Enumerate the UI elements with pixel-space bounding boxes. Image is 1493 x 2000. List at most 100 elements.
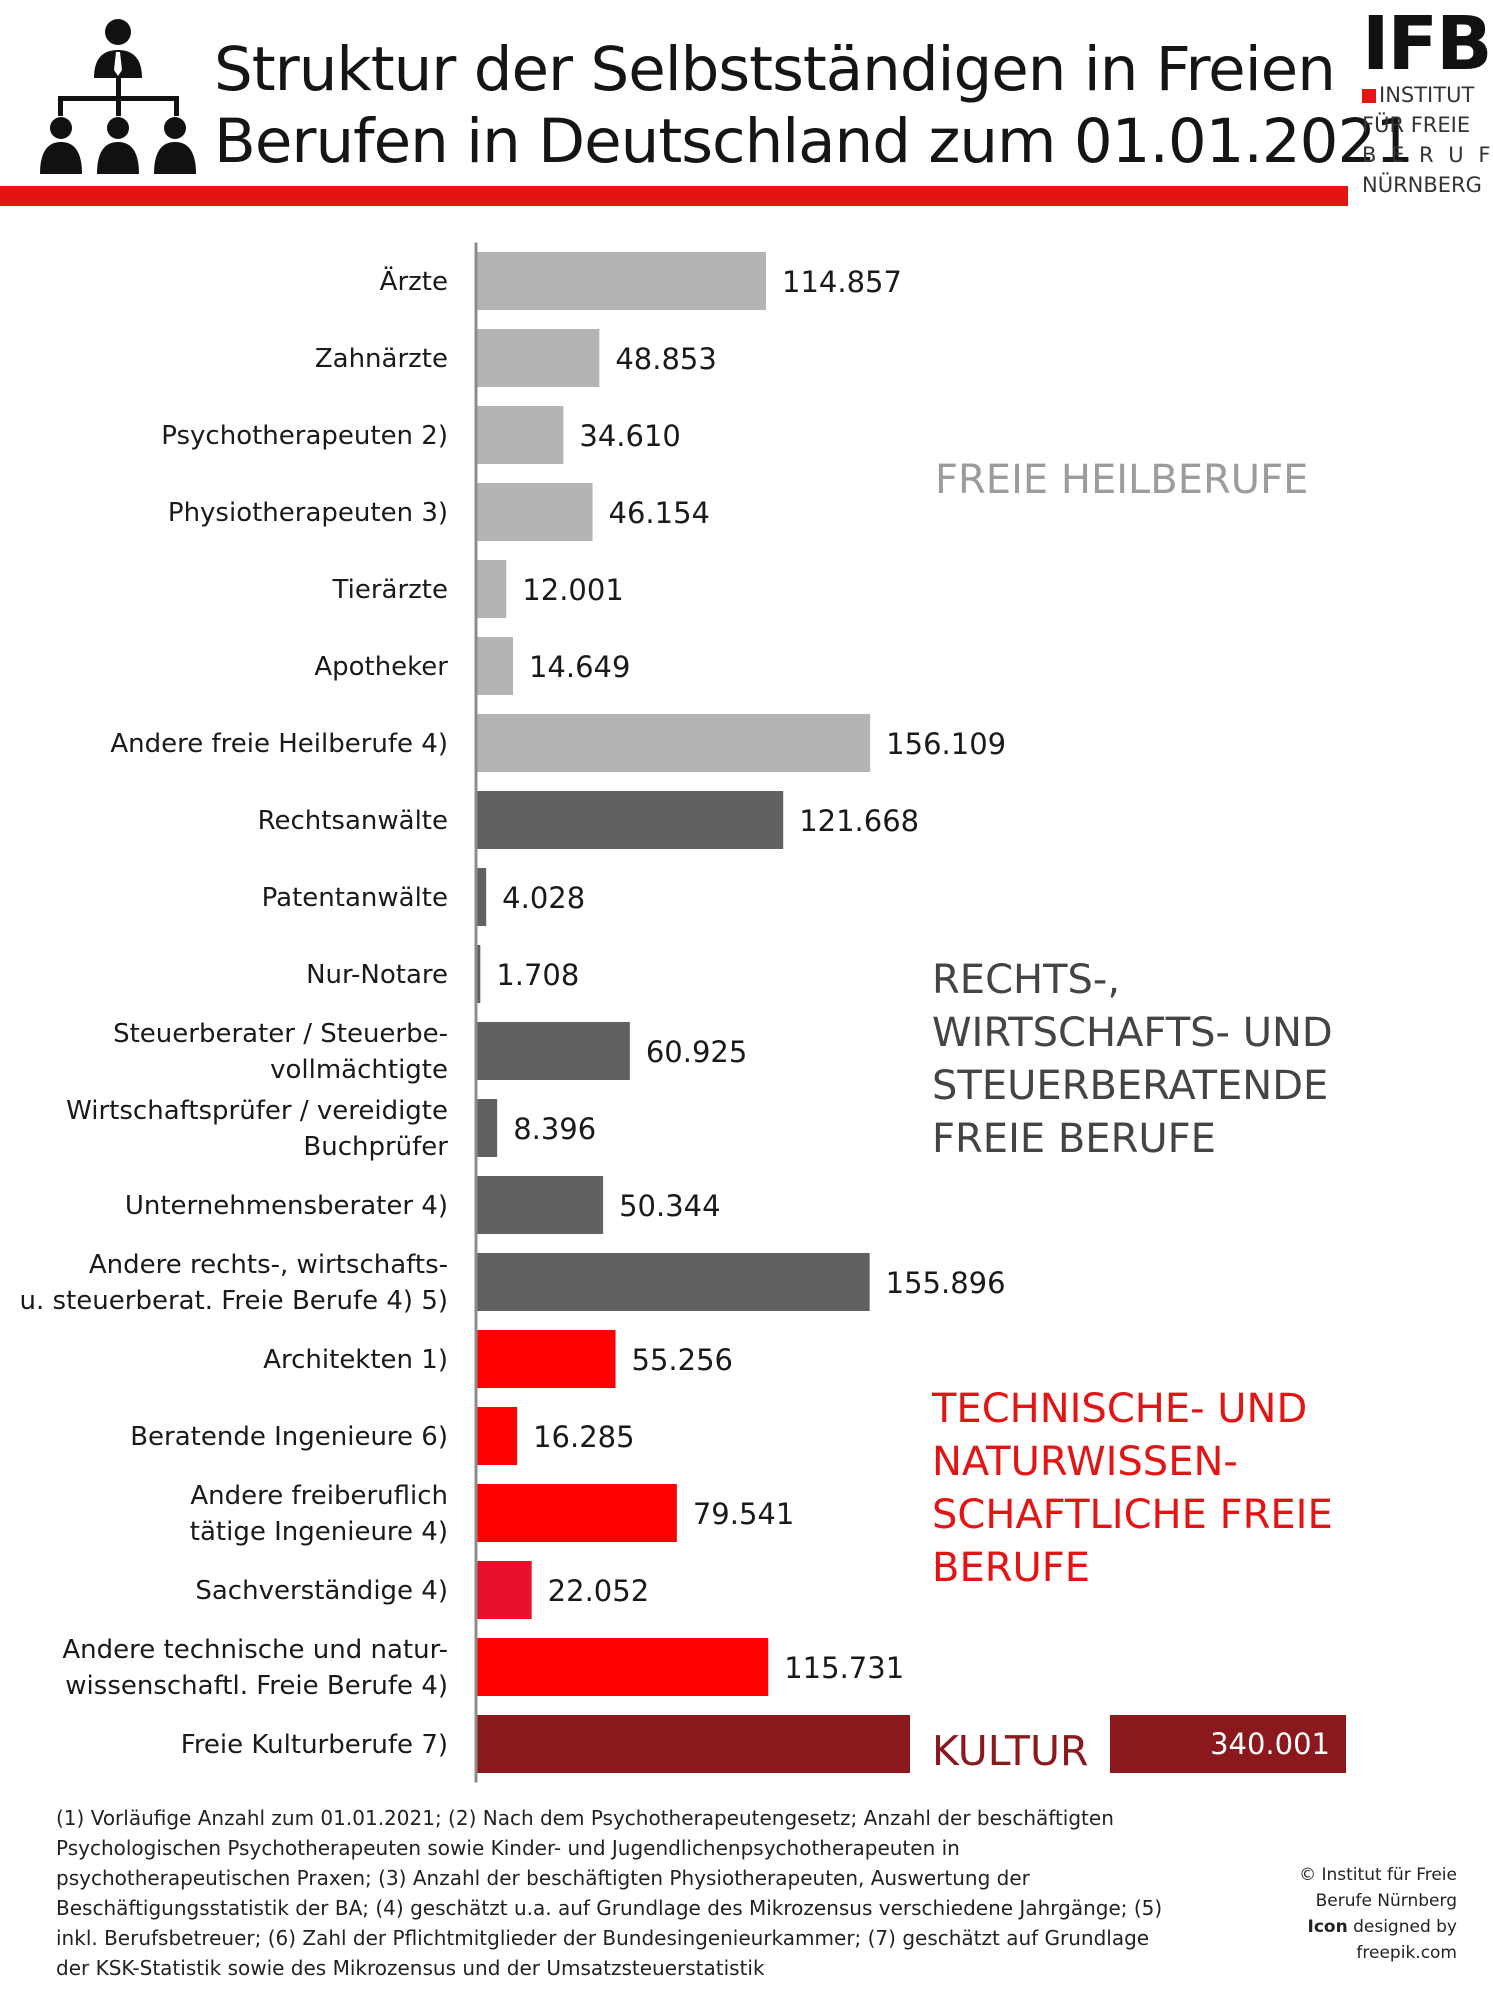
- head-left-icon: [50, 117, 72, 139]
- logo-line-1: INSTITUT: [1362, 80, 1490, 110]
- credits-line-2: Berufe Nürnberg: [1315, 1891, 1457, 1911]
- category-label-line: Sachverständige 4): [195, 1576, 448, 1606]
- value-label: 79.541: [693, 1497, 794, 1531]
- category-label-line: Zahnärzte: [315, 344, 448, 374]
- value-label: 50.344: [619, 1189, 720, 1223]
- logo-line-4: NÜRNBERG: [1362, 173, 1482, 197]
- value-label: 46.154: [609, 496, 710, 530]
- footnote-line: Beschäftigungsstatistik der BA; (4) gesc…: [56, 1896, 1163, 1920]
- category-label: Wirtschaftsprüfer / vereidigte Buchprüfer: [66, 1096, 448, 1162]
- group-label-line: FREIE HEILBERUFE: [935, 457, 1308, 503]
- bar: [476, 1561, 532, 1619]
- group-label-line: SCHAFTLICHE FREIE: [932, 1492, 1333, 1538]
- logo-line-1-text: INSTITUT: [1379, 83, 1475, 107]
- group-label-line: WIRTSCHAFTS- UND: [932, 1010, 1333, 1056]
- head-top-icon: [105, 19, 131, 45]
- category-label: Beratende Ingenieure 6): [130, 1422, 448, 1452]
- group-label-line: KULTUR: [932, 1727, 1089, 1775]
- category-label-line: Unternehmensberater 4): [125, 1191, 448, 1221]
- category-label-line: Beratende Ingenieure 6): [130, 1422, 448, 1452]
- group-label-kultur: KULTUR: [932, 1727, 1089, 1775]
- logo-red-square-icon: [1362, 89, 1376, 103]
- group-label-line: BERUFE: [932, 1545, 1090, 1591]
- value-label: 16.285: [533, 1420, 634, 1454]
- bar: [476, 483, 593, 541]
- category-label: Sachverständige 4): [195, 1576, 448, 1606]
- organization-hierarchy-icon: [40, 19, 196, 174]
- logo-line-2: FÜR FREIE: [1362, 113, 1471, 137]
- category-label-line: Steuerberater / Steuerbe-: [113, 1019, 448, 1049]
- bar: [476, 637, 513, 695]
- ifb-logo: IFB INSTITUT FÜR FREIE B E R U F E NÜRNB…: [1362, 7, 1493, 208]
- head-mid-icon: [107, 117, 129, 139]
- category-label: Andere freie Heilberufe 4): [110, 729, 448, 759]
- bar-continuation: [1110, 1715, 1346, 1773]
- value-label: 340.001: [1210, 1727, 1330, 1761]
- value-label: 114.857: [782, 265, 902, 299]
- value-label: 12.001: [522, 573, 623, 607]
- value-label: 22.052: [548, 1574, 649, 1608]
- bar: [476, 252, 767, 310]
- tie-top-icon: [114, 52, 122, 76]
- group-label-recht: RECHTS-, WIRTSCHAFTS- UND STEUERBERATENDE F…: [932, 957, 1333, 1162]
- bar: [476, 1638, 769, 1696]
- category-label-line: Patentanwälte: [262, 883, 448, 913]
- category-label: Rechtsanwälte: [258, 806, 448, 836]
- head-right-icon: [164, 117, 186, 139]
- credits-icon-word: Icon: [1307, 1917, 1348, 1937]
- page-title: Struktur der Selbstständigen in Freien B…: [214, 34, 1414, 178]
- bar: [476, 1330, 616, 1388]
- group-label-line: RECHTS-,: [932, 957, 1120, 1003]
- group-label-line: TECHNISCHE- UND: [931, 1386, 1307, 1432]
- group-label-line: STEUERBERATENDE: [932, 1063, 1328, 1109]
- category-label: Tierärzte: [332, 575, 448, 605]
- value-label: 1.708: [496, 958, 579, 992]
- bar: [476, 868, 487, 926]
- value-label: 115.731: [784, 1651, 904, 1685]
- category-label-line: Wirtschaftsprüfer / vereidigte: [66, 1096, 448, 1126]
- category-label: Physiotherapeuten 3): [168, 498, 448, 528]
- category-label: Freie Kulturberufe 7): [181, 1730, 448, 1760]
- footnote-line: der KSK-Statistik sowie des Mikrozensus …: [56, 1956, 765, 1980]
- category-label-line: Rechtsanwälte: [258, 806, 448, 836]
- bar-chart: Ärzte 114.857 Zahnärzte 48.853 Psychotherape…: [20, 242, 1346, 1783]
- title-line-2: Berufen in Deutschland zum 01.01.2021: [214, 106, 1414, 177]
- value-label: 34.610: [579, 419, 680, 453]
- footnote-line: (1) Vorläufige Anzahl zum 01.01.2021; (2…: [56, 1806, 1114, 1830]
- credits-line-4: freepik.com: [1356, 1943, 1457, 1963]
- value-label: 14.649: [529, 650, 630, 684]
- value-label: 48.853: [615, 342, 716, 376]
- bar: [476, 1484, 677, 1542]
- category-label: Apotheker: [314, 652, 448, 682]
- credits-line-3: Icon designed by: [1257, 1914, 1458, 1940]
- category-label: Patentanwälte: [262, 883, 448, 913]
- category-label-line: tätige Ingenieure 4): [190, 1517, 448, 1547]
- category-label: Unternehmensberater 4): [125, 1191, 448, 1221]
- category-label-line: vollmächtigte: [270, 1055, 448, 1085]
- bar: [476, 560, 507, 618]
- value-label: 4.028: [502, 881, 585, 915]
- credits-designed-by: designed by: [1347, 1917, 1457, 1937]
- logo-line-3: B E R U F E: [1362, 143, 1493, 167]
- body-left-icon: [40, 142, 82, 174]
- category-label-line: Andere freiberuflich: [190, 1481, 448, 1511]
- bar: [476, 1176, 604, 1234]
- footnote-line: Psychologischen Psychotherapeuten sowie …: [56, 1836, 960, 1860]
- category-label-line: Andere freie Heilberufe 4): [110, 729, 448, 759]
- bar: [476, 406, 564, 464]
- title-line-1: Struktur der Selbstständigen in Freien: [214, 34, 1336, 105]
- bar: [476, 1253, 870, 1311]
- credits: © Institut für Freie Berufe Nürnberg Ico…: [1257, 1862, 1457, 1966]
- group-label-heil: FREIE HEILBERUFE: [935, 457, 1308, 503]
- footnote-line: inkl. Berufsbetreuer; (6) Zahl der Pflic…: [56, 1926, 1150, 1950]
- category-label: Steuerberater / Steuerbe-vollmächtigte: [113, 1019, 448, 1085]
- value-label: 121.668: [799, 804, 919, 838]
- category-label-line: Buchprüfer: [303, 1132, 448, 1162]
- bar: [476, 945, 481, 1003]
- category-label-line: u. steuerberat. Freie Berufe 4) 5): [20, 1286, 448, 1316]
- category-label-line: Tierärzte: [332, 575, 448, 605]
- category-label: Andere technische und natur-wissenschaft…: [62, 1635, 448, 1701]
- value-label: 156.109: [886, 727, 1006, 761]
- value-label: 8.396: [513, 1112, 596, 1146]
